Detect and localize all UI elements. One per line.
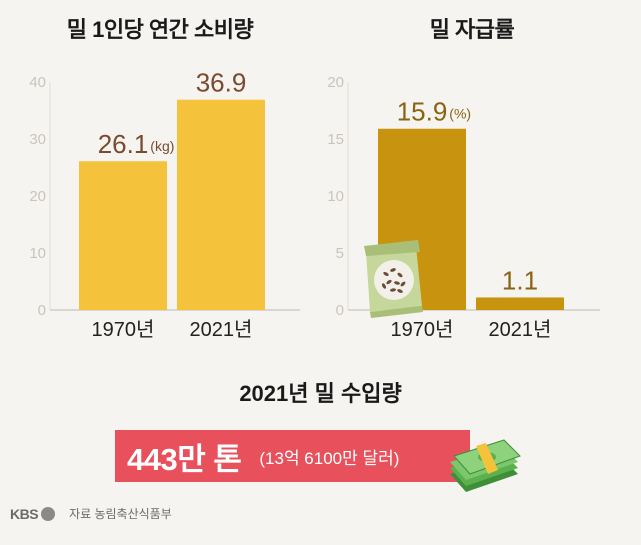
chart-title-self-sufficiency: 밀 자급률 — [429, 17, 515, 42]
charts-canvas: 0 10 20 30 40 26.1 (kg) 1970년 36.9 2021년 0 5 10 15 20… — [29, 68, 600, 341]
chart-self-sufficiency: 0 5 10 15 20 15.9 (%) 1970년 1.1 2021년 — [327, 74, 600, 341]
y-tick-label: 5 — [336, 245, 344, 262]
unit-label: (%) — [449, 106, 471, 122]
x-tick-label: 2021년 — [489, 318, 552, 341]
source-note: 자료 농림축산식품부 — [69, 507, 172, 521]
footer: KBS 자료 농림축산식품부 — [10, 505, 172, 522]
x-tick-label: 1970년 — [391, 318, 454, 341]
x-tick-label: 1970년 — [92, 318, 155, 341]
import-amount: 443만 톤 — [127, 441, 242, 477]
y-tick-label: 20 — [327, 74, 344, 91]
import-amount-usd: (13억 6100만 달러) — [259, 448, 400, 468]
money-stack-icon — [450, 439, 521, 492]
y-tick-label: 10 — [327, 188, 344, 205]
y-tick-label: 40 — [29, 74, 46, 91]
grain-sack-icon — [364, 240, 423, 318]
import-title: 2021년 밀 수입량 — [239, 381, 402, 406]
import-box: 443만 톤 (13억 6100만 달러) — [115, 430, 470, 482]
y-tick-label: 10 — [29, 245, 46, 262]
y-tick-label: 0 — [336, 302, 344, 319]
bar — [177, 99, 265, 310]
chart-title-consumption: 밀 1인당 연간 소비량 — [66, 17, 254, 42]
unit-label: (kg) — [150, 138, 174, 154]
kbs-logo-icon — [41, 506, 56, 521]
x-tick-label: 2021년 — [190, 318, 253, 341]
chart-consumption: 0 10 20 30 40 26.1 (kg) 1970년 36.9 2021년 — [29, 68, 300, 341]
bar-value-label: 15.9 — [397, 97, 448, 127]
bar — [79, 161, 167, 310]
y-tick-label: 0 — [38, 302, 46, 319]
kbs-logo-text: KBS — [10, 505, 39, 522]
bar-value-label: 1.1 — [502, 265, 538, 295]
bar-value-label: 36.9 — [196, 68, 247, 98]
bar-value-label: 26.1 — [98, 129, 149, 159]
y-tick-label: 30 — [29, 131, 46, 148]
y-tick-label: 20 — [29, 188, 46, 205]
y-tick-label: 15 — [327, 131, 344, 148]
bar — [476, 297, 564, 310]
